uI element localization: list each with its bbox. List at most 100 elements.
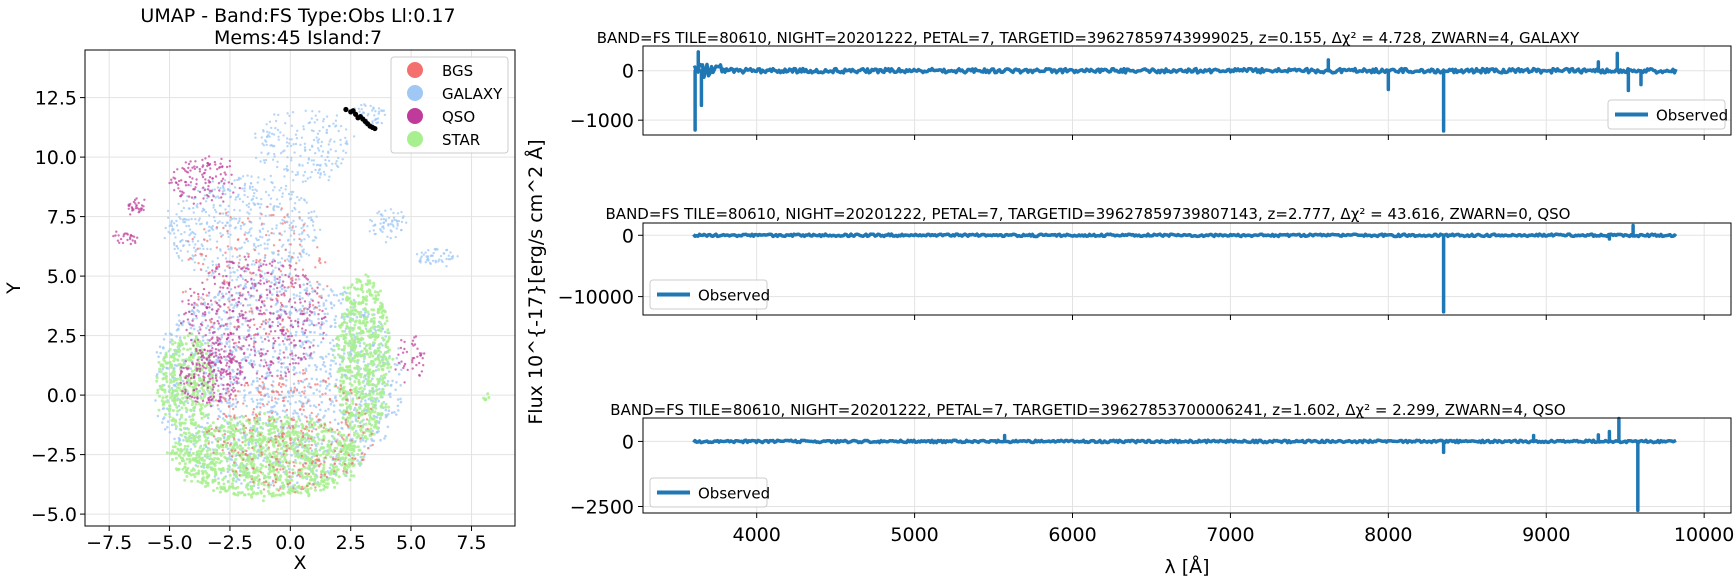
umap-point-galaxy [192, 211, 195, 214]
umap-point-galaxy [340, 162, 343, 165]
umap-point-star [160, 399, 164, 403]
umap-point-star [376, 427, 380, 431]
umap-point-star [219, 443, 223, 447]
umap-point-star [349, 470, 353, 474]
umap-point-galaxy [304, 149, 307, 152]
umap-point-star [382, 381, 386, 385]
umap-point-qso [248, 326, 251, 329]
umap-point-qso [208, 339, 211, 342]
umap-point-star [279, 493, 283, 497]
umap-point-star [378, 321, 382, 325]
umap-point-galaxy [259, 262, 262, 265]
umap-point-galaxy [262, 277, 265, 280]
umap-point-galaxy [369, 444, 373, 448]
umap-point-galaxy [196, 203, 199, 206]
umap-point-star [202, 393, 206, 397]
umap-point-galaxy [320, 340, 323, 344]
umap-point-galaxy [437, 260, 440, 263]
umap-point-star [198, 408, 202, 412]
umap-point-galaxy [213, 219, 217, 223]
umap-point-galaxy [324, 299, 328, 302]
umap-point-qso [288, 264, 291, 267]
umap-point-galaxy [173, 437, 176, 441]
umap-point-star [217, 446, 221, 449]
umap-point-star [310, 478, 314, 482]
umap-point-star [368, 355, 372, 359]
umap-point-star [162, 358, 166, 362]
umap-point-star [370, 308, 374, 312]
umap-point-star [330, 468, 334, 472]
umap-point-galaxy [175, 219, 178, 223]
umap-point-galaxy [243, 187, 246, 190]
umap-point-galaxy [392, 211, 395, 215]
umap-point-star [265, 423, 269, 427]
umap-point-star [335, 446, 339, 450]
umap-point-galaxy [316, 132, 320, 135]
umap-point-galaxy [352, 135, 356, 138]
umap-point-star [282, 437, 286, 441]
umap-point-galaxy [379, 229, 383, 232]
umap-point-qso [301, 313, 304, 316]
umap-point-galaxy [224, 292, 228, 296]
umap-point-galaxy [334, 162, 337, 165]
umap-point-qso [227, 284, 231, 287]
umap-point-star [360, 283, 364, 287]
umap-point-galaxy [204, 200, 208, 203]
umap-point-star [368, 433, 372, 437]
umap-point-qso [299, 357, 303, 360]
umap-point-qso [274, 330, 277, 333]
umap-point-galaxy [395, 381, 398, 384]
umap-point-galaxy [286, 137, 289, 140]
umap-point-qso [207, 291, 211, 294]
umap-point-galaxy [266, 392, 269, 396]
umap-point-galaxy [158, 345, 162, 349]
umap-point-star [306, 459, 310, 462]
umap-point-galaxy [192, 206, 195, 210]
umap-point-star [173, 341, 177, 345]
umap-point-galaxy [250, 227, 253, 230]
umap-point-star [165, 374, 168, 378]
umap-point-star [176, 383, 180, 387]
umap-point-star [327, 439, 331, 443]
umap-point-qso [188, 310, 191, 313]
umap-point-galaxy [235, 196, 238, 199]
umap-point-galaxy [343, 290, 347, 294]
umap-point-galaxy [182, 439, 185, 442]
umap-point-galaxy [181, 238, 184, 242]
umap-point-star [313, 474, 317, 478]
umap-point-galaxy [233, 179, 236, 182]
umap-point-galaxy [261, 340, 264, 344]
umap-point-star [306, 488, 310, 491]
umap-point-qso [241, 294, 244, 297]
umap-point-galaxy [282, 404, 286, 407]
umap-point-qso [244, 317, 247, 320]
umap-point-qso [195, 347, 198, 351]
umap-point-galaxy [308, 280, 312, 284]
umap-point-star [240, 452, 244, 456]
umap-point-star [170, 418, 174, 422]
umap-point-star [278, 443, 282, 447]
umap-point-galaxy [377, 430, 380, 433]
umap-point-galaxy [322, 302, 326, 305]
umap-point-galaxy [323, 365, 327, 368]
umap-point-galaxy [330, 302, 333, 306]
umap-point-galaxy [311, 224, 315, 227]
umap-point-galaxy [265, 123, 268, 126]
umap-point-star [333, 478, 337, 482]
umap-point-galaxy [377, 210, 381, 213]
umap-point-galaxy [268, 238, 271, 241]
umap-point-galaxy [270, 281, 273, 284]
umap-point-star [371, 417, 375, 421]
umap-point-galaxy [273, 350, 277, 353]
umap-point-galaxy [297, 381, 301, 385]
umap-point-galaxy [292, 296, 296, 300]
umap-point-galaxy [313, 121, 316, 124]
umap-point-star [162, 376, 166, 380]
umap-point-star [361, 392, 365, 396]
umap-point-galaxy [339, 143, 342, 146]
umap-point-galaxy [170, 219, 173, 223]
umap-point-galaxy [243, 394, 247, 397]
umap-point-star [286, 464, 290, 468]
umap-point-qso [247, 255, 250, 258]
umap-point-galaxy [389, 222, 392, 226]
